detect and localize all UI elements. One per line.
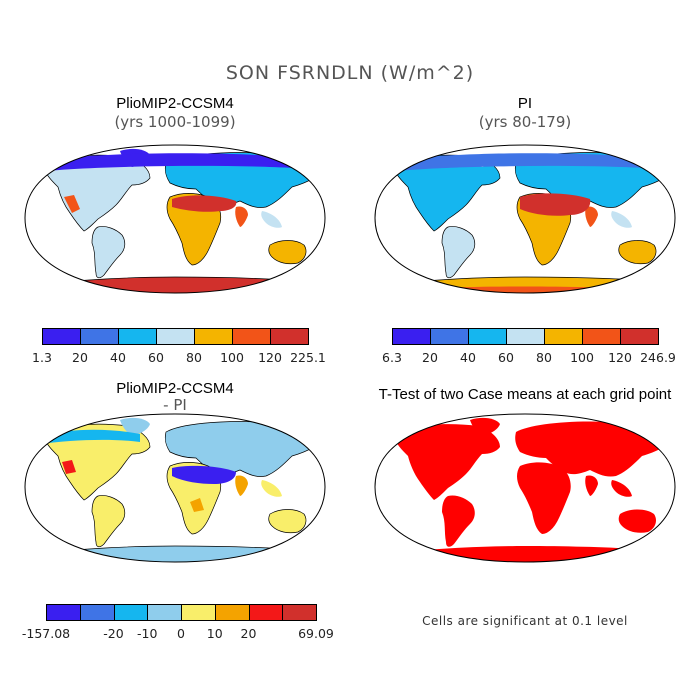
colorbar-swatch bbox=[392, 328, 431, 345]
colorbar-label: 120 bbox=[608, 350, 632, 365]
panel-ttest: T-Test of two Case means at each grid po… bbox=[350, 380, 700, 650]
colorbar-label: -10 bbox=[137, 626, 158, 641]
colorbar-swatch bbox=[79, 604, 115, 621]
colorbar-swatch bbox=[46, 604, 81, 621]
colorbar-label: -20 bbox=[103, 626, 124, 641]
colorbar-label: 246.9 bbox=[640, 350, 676, 365]
colorbar-label: 100 bbox=[570, 350, 594, 365]
colorbar-label: 69.09 bbox=[298, 626, 334, 641]
colorbar-label: 20 bbox=[422, 350, 438, 365]
colorbar-label: -157.08 bbox=[21, 626, 71, 641]
colorbar-label: 60 bbox=[498, 350, 514, 365]
colorbar-label: 10 bbox=[206, 626, 223, 641]
colorbar-label: 40 bbox=[110, 350, 126, 365]
colorbar-swatch bbox=[620, 328, 659, 345]
colorbar-swatch bbox=[282, 604, 317, 621]
colorbar-label: 20 bbox=[240, 626, 257, 641]
colorbar-swatch bbox=[468, 328, 507, 345]
colorbar-swatch bbox=[118, 328, 157, 345]
colorbar-label: 40 bbox=[460, 350, 476, 365]
colorbar-swatch bbox=[156, 328, 195, 345]
panel-pliomip2: PlioMIP2-CCSM4 (yrs 1000-1099) 1.3 20 40 60… bbox=[0, 95, 350, 365]
panel-title: PI bbox=[517, 95, 533, 112]
colorbar-label: 100 bbox=[220, 350, 244, 365]
panel-pi: PI (yrs 80-179) 6.3 20 40 60 80 100 120 246.9 bbox=[350, 95, 700, 365]
map-pliomip2 bbox=[24, 144, 326, 294]
panel-title: T-Test of two Case means at each grid po… bbox=[378, 386, 672, 403]
colorbar-label: 80 bbox=[186, 350, 202, 365]
panel-title: PlioMIP2-CCSM4 bbox=[116, 380, 234, 397]
colorbar-swatch bbox=[42, 328, 81, 345]
significance-note: Cells are significant at 0.1 level bbox=[422, 614, 628, 628]
colorbar-swatch bbox=[113, 604, 149, 621]
panel-subtitle: - PI bbox=[163, 396, 187, 414]
map-difference bbox=[24, 413, 326, 563]
map-ttest bbox=[374, 413, 676, 563]
colorbar-label: 6.3 bbox=[382, 350, 402, 365]
colorbar-swatch bbox=[248, 604, 284, 621]
colorbar-swatch bbox=[194, 328, 233, 345]
colorbar-swatch bbox=[582, 328, 621, 345]
panel-title: PlioMIP2-CCSM4 bbox=[116, 95, 234, 112]
colorbar-swatch bbox=[181, 604, 216, 621]
map-pi bbox=[374, 144, 676, 294]
colorbar-label: 225.1 bbox=[290, 350, 326, 365]
panel-subtitle: (yrs 1000-1099) bbox=[114, 113, 236, 131]
colorbar-label: 0 bbox=[177, 626, 185, 641]
colorbar-swatch bbox=[147, 604, 182, 621]
colorbar-swatch bbox=[544, 328, 583, 345]
colorbar-pliomip2: 1.3 20 40 60 80 100 120 225.1 bbox=[32, 328, 326, 368]
colorbar-label: 20 bbox=[72, 350, 88, 365]
colorbar-label: 80 bbox=[536, 350, 552, 365]
colorbar-label: 1.3 bbox=[32, 350, 52, 365]
colorbar-swatch bbox=[506, 328, 545, 345]
panel-difference: PlioMIP2-CCSM4 - PI -157.08 -20 -10 0 10 20 69… bbox=[0, 380, 350, 650]
colorbar-swatch bbox=[214, 604, 250, 621]
colorbar-swatch bbox=[80, 328, 119, 345]
panel-subtitle: (yrs 80-179) bbox=[478, 113, 572, 131]
colorbar-swatch bbox=[430, 328, 469, 345]
colorbar-label: 60 bbox=[148, 350, 164, 365]
colorbar-swatch bbox=[270, 328, 309, 345]
colorbar-swatch bbox=[232, 328, 271, 345]
colorbar-difference: -157.08 -20 -10 0 10 20 69.09 bbox=[22, 604, 334, 644]
figure-title: SON FSRNDLN (W/m^2) bbox=[225, 62, 475, 84]
colorbar-pi: 6.3 20 40 60 80 100 120 246.9 bbox=[382, 328, 676, 368]
colorbar-label: 120 bbox=[258, 350, 282, 365]
